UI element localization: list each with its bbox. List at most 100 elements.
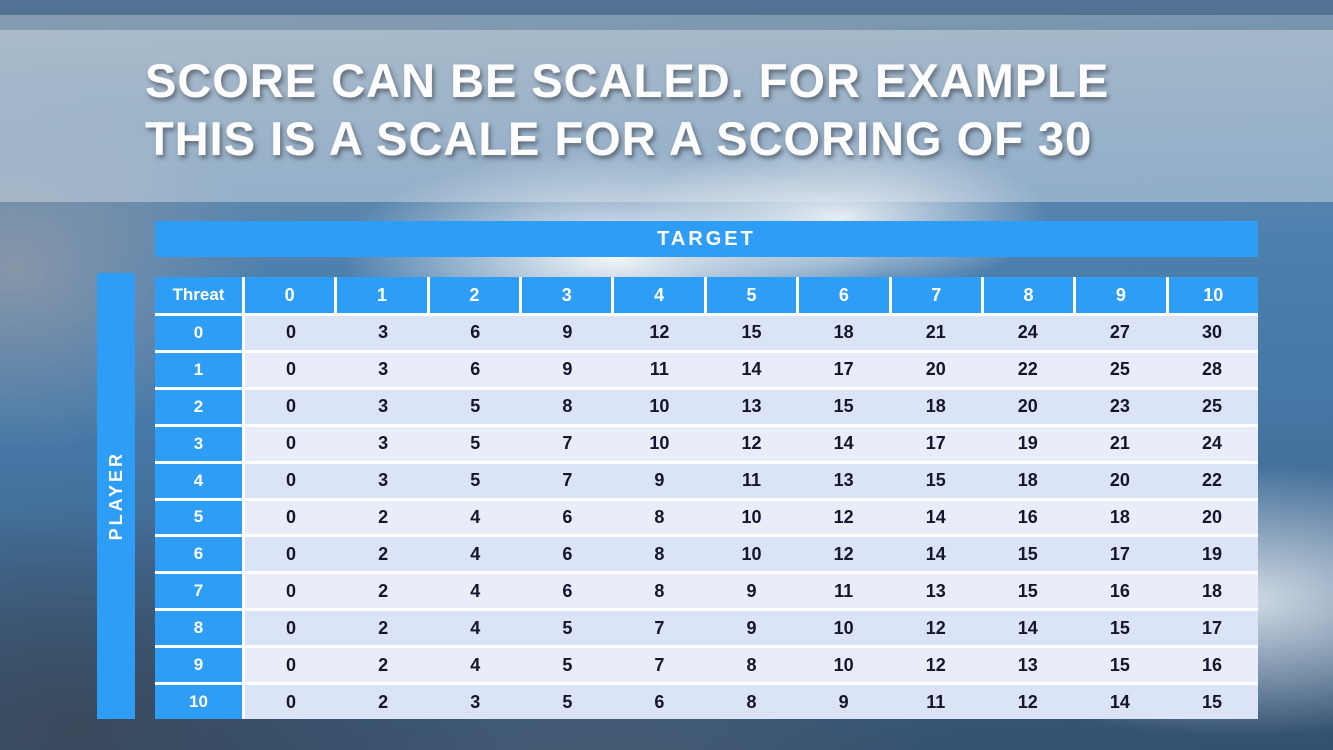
score-cell: 10 <box>741 543 762 564</box>
score-cell: 22 <box>1017 359 1038 380</box>
score-cell: 12 <box>649 322 670 343</box>
target-column-header: 0 <box>245 277 338 313</box>
score-cell: 0 <box>286 433 297 454</box>
target-column-header: 8 <box>983 277 1077 313</box>
score-cell: 24 <box>1201 433 1222 454</box>
score-cell: 5 <box>562 654 573 675</box>
table-row: 0 0 3 6 9 12 15 18 21 24 27 30 <box>155 313 1258 350</box>
score-cell: 16 <box>1017 506 1038 527</box>
score-cell: 20 <box>1017 396 1038 417</box>
score-cell: 0 <box>286 396 297 417</box>
table-row: 10 0 2 3 5 6 8 9 11 12 14 15 <box>155 682 1258 719</box>
target-column-header: 5 <box>706 277 800 313</box>
score-cell: 12 <box>925 617 946 638</box>
score-cell: 9 <box>654 470 665 491</box>
target-column-header: 3 <box>522 277 615 313</box>
score-cell: 15 <box>1017 580 1038 601</box>
score-cell: 8 <box>746 654 757 675</box>
target-axis-label: TARGET <box>657 227 756 250</box>
score-cell: 8 <box>654 543 665 564</box>
score-cell: 0 <box>286 470 297 491</box>
score-cell: 6 <box>470 322 481 343</box>
score-cell: 18 <box>1017 470 1038 491</box>
score-cell: 2 <box>378 543 389 564</box>
score-cell: 28 <box>1201 359 1222 380</box>
threat-row-label: 5 <box>155 500 245 535</box>
score-cell: 3 <box>470 691 481 712</box>
score-cell: 14 <box>833 433 854 454</box>
score-cell: 8 <box>654 580 665 601</box>
score-table: Threat 0 1 2 3 4 5 6 7 8 9 10 0 0 3 6 9 12 15 18 21 24 27 30 1 0… <box>155 277 1258 719</box>
score-cell: 15 <box>741 322 762 343</box>
score-cell: 2 <box>378 617 389 638</box>
score-cell: 18 <box>1201 580 1222 601</box>
table-row: 6 0 2 4 6 8 10 12 14 15 17 19 <box>155 534 1258 572</box>
score-cell: 15 <box>1109 654 1130 675</box>
table-row: 8 0 2 4 5 7 9 10 12 14 15 17 <box>155 608 1258 646</box>
target-column-header: 6 <box>799 277 892 313</box>
threat-row-label: 6 <box>155 537 245 572</box>
score-cell: 8 <box>746 691 757 712</box>
title-line-2: THIS IS A SCALE FOR A SCORING OF 30 <box>145 112 1093 165</box>
threat-row-label: 2 <box>155 389 245 424</box>
score-cell: 11 <box>742 470 762 491</box>
score-cell: 12 <box>925 654 946 675</box>
score-cell: 0 <box>286 506 297 527</box>
table-row: 4 0 3 5 7 9 11 13 15 18 20 22 <box>155 460 1258 498</box>
table-header-row: Threat 0 1 2 3 4 5 6 7 8 9 10 <box>155 277 1258 313</box>
score-cell: 13 <box>925 580 946 601</box>
score-cell: 7 <box>654 654 665 675</box>
score-cell: 10 <box>649 396 670 417</box>
score-cell: 2 <box>378 580 389 601</box>
threat-row-label: 1 <box>155 352 245 387</box>
score-cell: 15 <box>1109 617 1130 638</box>
threat-row-label: 7 <box>155 574 245 609</box>
score-cell: 5 <box>562 691 573 712</box>
score-cell: 4 <box>470 654 481 675</box>
score-cell: 10 <box>741 506 762 527</box>
table-row: 5 0 2 4 6 8 10 12 14 16 18 20 <box>155 497 1258 535</box>
score-cell: 16 <box>1201 654 1222 675</box>
target-column-header: 4 <box>614 277 707 313</box>
target-axis-header: TARGET <box>155 221 1258 257</box>
score-cell: 17 <box>833 359 854 380</box>
score-cell: 0 <box>286 617 297 638</box>
score-cell: 3 <box>378 470 389 491</box>
threat-row-label: 10 <box>155 685 245 719</box>
target-column-header: 2 <box>429 277 523 313</box>
score-cell: 15 <box>925 470 946 491</box>
score-cell: 7 <box>562 433 573 454</box>
score-cell: 3 <box>378 396 389 417</box>
target-column-header: 1 <box>337 277 430 313</box>
score-cell: 30 <box>1201 322 1222 343</box>
score-cell: 6 <box>562 580 573 601</box>
score-cell: 13 <box>741 396 762 417</box>
score-cell: 10 <box>649 433 670 454</box>
score-cell: 11 <box>926 691 946 712</box>
score-cell: 15 <box>1017 543 1038 564</box>
score-cell: 4 <box>470 543 481 564</box>
title-band: SCORE CAN BE SCALED. FOR EXAMPLE THIS IS… <box>0 30 1333 202</box>
score-cell: 5 <box>470 396 481 417</box>
score-cell: 8 <box>654 506 665 527</box>
score-cell: 22 <box>1201 470 1222 491</box>
score-cell: 4 <box>470 617 481 638</box>
score-cell: 5 <box>470 433 481 454</box>
score-cell: 0 <box>286 543 297 564</box>
score-cell: 10 <box>833 654 854 675</box>
score-cell: 19 <box>1017 433 1038 454</box>
score-cell: 5 <box>470 470 481 491</box>
score-cell: 11 <box>649 359 669 380</box>
score-cell: 4 <box>470 506 481 527</box>
score-cell: 3 <box>378 359 389 380</box>
table-row: 7 0 2 4 6 8 9 11 13 15 16 18 <box>155 571 1258 609</box>
score-cell: 18 <box>925 396 946 417</box>
score-cell: 10 <box>833 617 854 638</box>
score-cell: 0 <box>286 654 297 675</box>
score-cell: 14 <box>925 543 946 564</box>
score-cell: 27 <box>1109 322 1130 343</box>
score-cell: 12 <box>833 543 854 564</box>
score-cell: 9 <box>562 322 573 343</box>
target-column-header: 10 <box>1168 277 1258 313</box>
target-column-header: 9 <box>1076 277 1169 313</box>
